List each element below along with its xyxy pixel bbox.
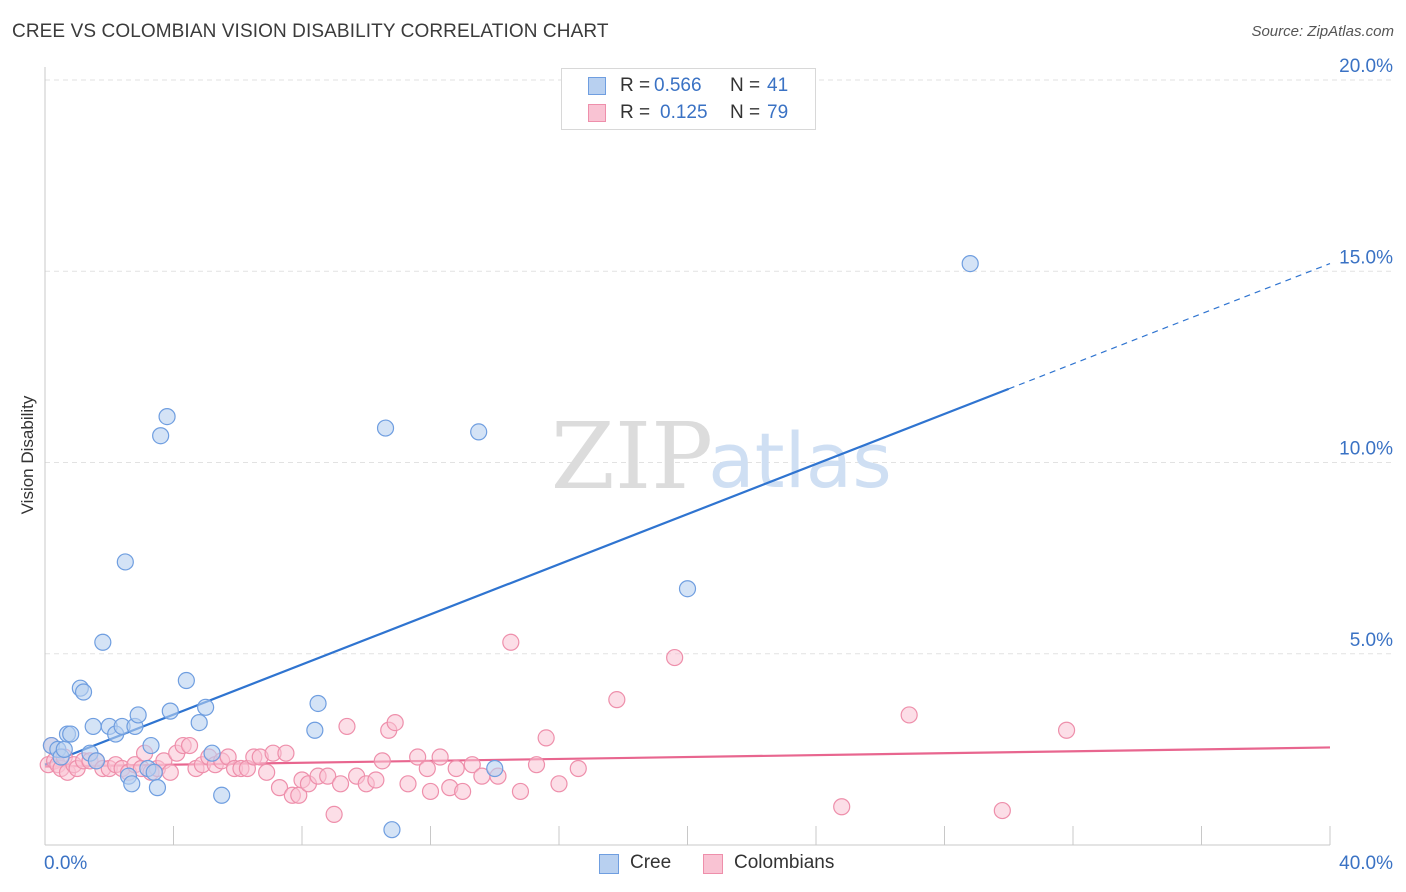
source-label: Source: ZipAtlas.com — [1251, 23, 1394, 40]
colombians-point — [331, 775, 350, 793]
cree-point — [129, 706, 147, 724]
cree-point — [961, 255, 979, 273]
y-tick-label: 20.0% — [1339, 56, 1393, 77]
colombians-point — [338, 717, 356, 736]
colombians-point — [993, 801, 1011, 820]
cree-trend-extension — [1008, 263, 1331, 390]
cree-point — [55, 740, 73, 758]
tick-labels: 5.0% 10.0% 15.0% 20.0% 0.0% 40.0% — [44, 56, 1393, 874]
colombians-point — [454, 782, 472, 801]
y-axis-label: Vision Disability — [18, 395, 37, 515]
cree-trend-line — [44, 387, 1010, 766]
cree-point — [486, 759, 504, 778]
colombians-point — [431, 748, 449, 766]
cree-point — [84, 717, 102, 736]
axes — [44, 67, 1331, 846]
cree-swatch — [599, 854, 619, 874]
colombians-point — [319, 767, 337, 785]
chart-title: CREE VS COLOMBIAN VISION DISABILITY CORR… — [12, 21, 609, 42]
colombians-point — [608, 691, 626, 709]
n-label: N = — [730, 75, 761, 96]
trend-lines — [44, 263, 1331, 768]
cree-point — [383, 821, 401, 839]
stats-legend: R = 0.566 N = 41 R = 0.125 N = 79 — [561, 68, 816, 130]
colombians-point — [550, 775, 568, 793]
colombians-point — [502, 633, 520, 651]
n-label: N = — [730, 102, 761, 123]
watermark-atlas: atlas — [708, 416, 892, 505]
colombians-point — [325, 805, 343, 824]
y-tick-label: 5.0% — [1350, 630, 1393, 651]
colombians-point — [399, 775, 417, 793]
colombians-point — [666, 648, 684, 667]
colombians-point — [418, 759, 436, 778]
watermark-zip: ZIP — [551, 403, 713, 510]
colombians-point — [258, 763, 276, 781]
colombians-point — [373, 752, 391, 770]
cree-point — [197, 698, 215, 716]
y-tick-label: 10.0% — [1339, 439, 1393, 460]
colombians-point — [161, 763, 179, 781]
r-label: R = — [620, 102, 651, 123]
n-value: 41 — [767, 75, 789, 96]
colombians-point — [569, 759, 587, 778]
r-value: 0.566 — [654, 75, 702, 96]
n-value: 79 — [767, 102, 789, 123]
cree-point — [309, 694, 327, 713]
cree-swatch — [588, 77, 606, 95]
colombians-point — [833, 798, 851, 816]
y-tick-label: 15.0% — [1339, 247, 1393, 268]
cree-point — [306, 721, 324, 739]
colombians-point — [421, 782, 440, 801]
colombians-point — [527, 756, 546, 774]
cree-point — [148, 779, 167, 797]
colombians-point — [180, 736, 199, 755]
legend-label: Cree — [630, 852, 672, 873]
watermark: ZIP atlas — [551, 403, 892, 510]
cree-point — [678, 580, 697, 598]
cree-point — [203, 744, 221, 762]
legend-label: Colombians — [734, 852, 835, 873]
colombians-point — [447, 759, 465, 778]
cree-point — [123, 775, 141, 793]
cree-point — [94, 633, 112, 651]
colombians-point — [367, 771, 385, 789]
r-value: 0.125 — [660, 102, 708, 123]
cree-point — [87, 752, 106, 770]
colombians-swatch — [703, 854, 723, 874]
cree-point — [158, 408, 176, 426]
colombians-point — [900, 706, 918, 724]
cree-point — [470, 423, 488, 441]
colombians-point — [270, 779, 289, 797]
colombians-point — [386, 713, 404, 732]
r-label: R = — [620, 75, 651, 96]
cree-point — [161, 702, 179, 720]
colombians-point — [277, 744, 295, 762]
cree-point — [142, 736, 160, 755]
cree-point — [376, 419, 395, 437]
cree-point — [190, 713, 208, 732]
cree-point — [74, 683, 93, 701]
data-points — [39, 255, 1076, 839]
colombians-point — [463, 756, 481, 774]
cree-point — [152, 427, 170, 445]
colombians-swatch — [588, 104, 606, 122]
colombians-point — [1057, 721, 1076, 739]
x-tick-label: 0.0% — [44, 853, 87, 874]
cree-point — [62, 725, 80, 743]
colombians-point — [537, 729, 555, 747]
cree-point — [145, 763, 163, 781]
cree-point — [177, 671, 195, 690]
cree-point — [213, 786, 231, 804]
grid-lines — [45, 79, 1395, 655]
colombians-point — [409, 748, 427, 766]
x-tick-label: 40.0% — [1339, 853, 1393, 874]
colombians-point — [511, 782, 530, 801]
cree-point — [116, 553, 134, 571]
